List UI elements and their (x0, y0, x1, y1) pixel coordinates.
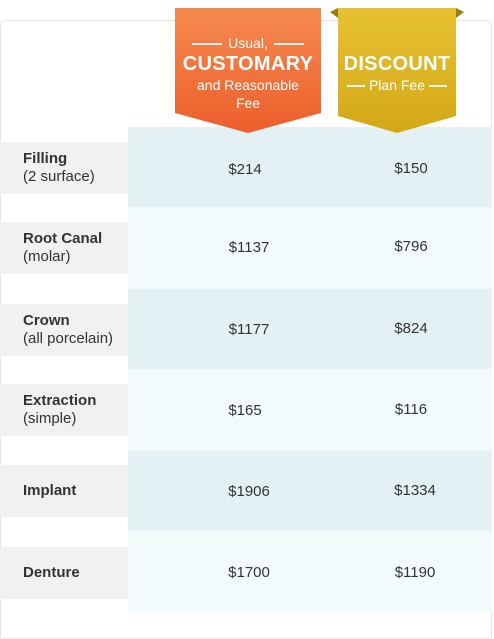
customary-price: $214 (228, 161, 262, 178)
row-label-extraction: Extraction (simple) (0, 384, 128, 436)
table-row-band (128, 289, 492, 369)
discount-price: $150 (394, 160, 428, 177)
customary-price: $1700 (228, 564, 270, 581)
table-row-band (128, 369, 492, 451)
discount-price: $1334 (394, 482, 436, 499)
table-row-band (128, 207, 492, 289)
table-row-band (128, 451, 492, 531)
row-label-crown: Crown (all porcelain) (0, 304, 128, 356)
row-label-filling: Filling (2 surface) (0, 142, 128, 194)
customary-top-label: Usual, (228, 35, 268, 51)
table-row-band (128, 127, 492, 207)
customary-price: $1906 (228, 483, 270, 500)
table-row-band (128, 531, 492, 612)
customary-price: $165 (228, 402, 262, 419)
discount-price: $1190 (394, 564, 436, 581)
discount-price: $824 (394, 320, 428, 337)
discount-price: $796 (394, 238, 428, 255)
customary-line2-label: and Reasonable (197, 77, 299, 93)
discount-fee-header: DISCOUNT Plan Fee (330, 8, 464, 133)
gold-ribbon-shape (330, 8, 464, 133)
customary-fee-header: Usual, CUSTOMARY and Reasonable Fee (175, 8, 321, 133)
customary-price: $1137 (228, 239, 270, 256)
customary-main-label: CUSTOMARY (182, 53, 314, 75)
customary-price: $1177 (228, 321, 270, 338)
orange-ribbon-shape (175, 8, 321, 133)
discount-main-label: DISCOUNT (343, 53, 451, 75)
discount-sub-label: Plan Fee (368, 77, 426, 93)
customary-line3-label: Fee (235, 95, 261, 111)
row-label-root-canal: Root Canal (molar) (0, 222, 128, 274)
discount-price: $116 (394, 401, 428, 418)
row-label-implant: Implant (0, 465, 128, 517)
row-label-denture: Denture (0, 547, 128, 599)
